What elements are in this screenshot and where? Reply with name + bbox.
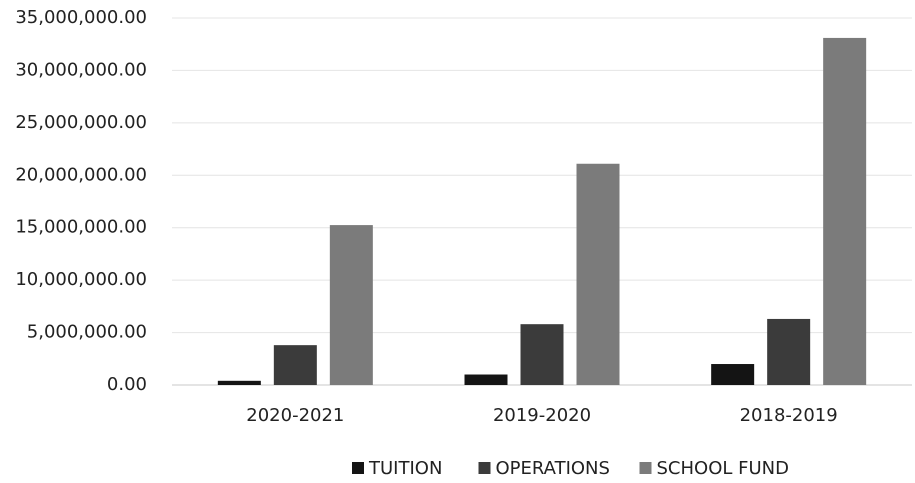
y-tick-label: 10,000,000.00 (15, 269, 147, 290)
bar (217, 380, 261, 385)
legend-label: TUITION (368, 458, 442, 479)
bar (464, 374, 508, 385)
legend-swatch (639, 462, 652, 474)
legend-label: SCHOOL FUND (657, 458, 789, 479)
bar (711, 364, 755, 385)
legend-swatch (478, 462, 491, 474)
legend-swatch (352, 462, 364, 474)
bar (823, 37, 867, 386)
y-tick-label: 0.00 (107, 374, 147, 395)
x-tick-label: 2018-2019 (740, 405, 838, 426)
x-tick-label: 2019-2020 (493, 405, 591, 426)
bar (767, 318, 811, 385)
bar (576, 163, 620, 385)
y-tick-label: 15,000,000.00 (15, 217, 147, 238)
x-tick-label: 2020-2021 (246, 405, 344, 426)
bar (273, 345, 317, 385)
y-tick-label: 30,000,000.00 (15, 59, 147, 80)
y-tick-label: 5,000,000.00 (27, 322, 147, 343)
legend-label: OPERATIONS (496, 458, 610, 479)
bar (329, 225, 373, 385)
bar (520, 324, 564, 385)
y-tick-label: 25,000,000.00 (15, 112, 147, 133)
y-tick-label: 35,000,000.00 (15, 7, 147, 28)
y-tick-label: 20,000,000.00 (15, 164, 147, 185)
